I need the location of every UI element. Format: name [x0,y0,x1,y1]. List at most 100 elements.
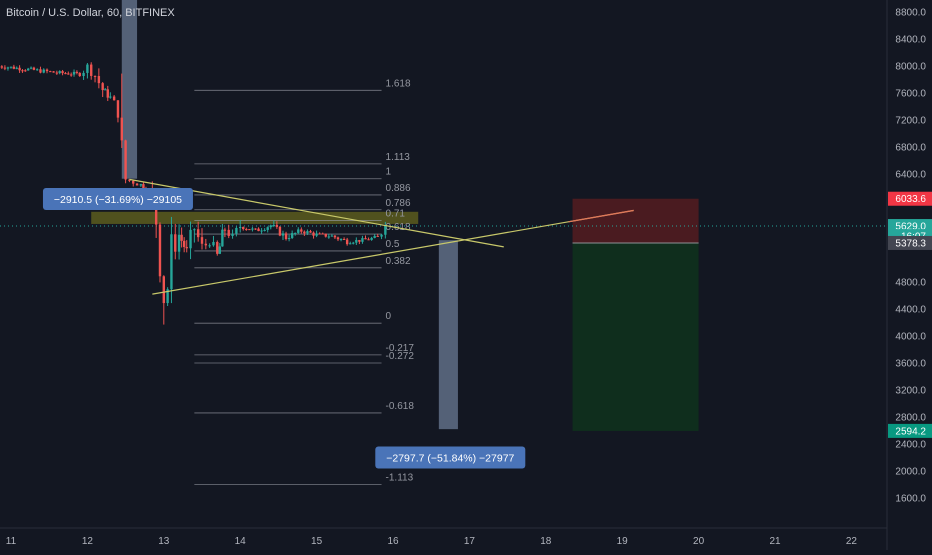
measure-label-box [375,446,526,469]
candle-body [231,233,234,236]
candle-body [180,234,183,241]
price-tick-label: 4400.0 [895,305,926,316]
candle-body [324,233,327,237]
fib-level-label: 0 [386,311,392,322]
candle-body [132,180,135,184]
chart-title: Bitcoin / U.S. Dollar, 60, BITFINEX [6,7,175,19]
fib-level-label: -0.618 [386,401,415,412]
candle-body [216,241,219,254]
candle-body [223,229,227,231]
candle-body [235,227,238,234]
price-tick-label: 4000.0 [895,332,926,343]
candle-body [78,72,81,77]
candle-body [55,72,59,74]
fib-level-label: 1 [386,167,392,178]
candle-body [345,239,349,245]
price-tick-label: 2000.0 [895,467,926,478]
candle-body [204,243,208,246]
candle-body [166,289,169,304]
measure-label-text: −2910.5 (−31.69%) −29105 [54,194,182,206]
candle-body [384,226,387,235]
candle-body [52,71,55,73]
candle-body [72,71,76,75]
candle-body [260,230,263,232]
projection-arrow [568,209,634,223]
candle-body [174,234,177,252]
price-tick-label: 8400.0 [895,35,926,46]
candle-body [21,70,24,72]
candle-body [101,83,104,91]
candle-body [162,276,165,304]
candle-body [109,96,112,98]
time-tick-label: 12 [82,536,94,547]
candle-body [135,183,139,186]
candle-body [29,67,33,69]
candle-body [221,229,224,247]
candle-body [104,89,107,91]
candle-body [364,238,367,240]
candle-body [9,66,13,68]
candle-body [327,236,331,238]
candle-body [26,68,30,71]
candle-body [142,184,145,191]
time-tick-label: 11 [6,536,17,547]
candle-body [287,238,291,240]
candle-body [67,73,70,75]
candle-body [339,238,343,240]
candle-body [200,237,204,244]
candle-body [128,179,131,181]
fib-level-label: -0.217 [386,343,415,354]
fib-level-label: 1.113 [386,152,411,163]
candle-body [330,235,334,237]
candle-body [82,72,85,77]
candle-body [112,96,116,101]
candle-body [185,246,188,249]
candle-body [116,100,120,118]
price-label-text: 2594.2 [895,426,926,437]
price-tick-label: 8800.0 [895,8,926,19]
price-label-text: 5378.3 [895,238,926,249]
candle-body [349,243,352,245]
candle-body [39,69,42,73]
price-tick-label: 2400.0 [895,440,926,451]
candle-body [6,67,10,69]
candle-body [336,237,340,240]
candle-body [367,239,370,241]
candle-body [269,225,272,228]
fib-level-label: 0.5 [386,239,400,250]
price-tick-label: 8000.0 [895,62,926,73]
fib-level-label: 0.382 [386,256,411,267]
time-tick-label: 18 [540,536,552,547]
candle-body [106,89,109,98]
time-tick-label: 15 [311,536,323,547]
candle-body [170,234,173,290]
candle-body [86,64,89,73]
candle-body [290,233,294,239]
candle-body [12,66,16,69]
candle-body [45,69,49,72]
candle-body [139,184,143,186]
candle-body [32,67,36,70]
price-tick-label: 4800.0 [895,278,926,289]
candle-body [263,229,266,231]
candle-body [254,228,257,230]
candle-body [97,76,101,84]
candle-body [242,226,245,230]
candle-body [64,73,67,75]
price-label-badge [888,235,932,250]
candle-body [58,71,61,74]
candle-body [312,232,315,236]
candle-body [182,240,186,247]
price-tick-label: 6800.0 [895,143,926,154]
candle-body [124,140,127,180]
candle-body [154,201,158,225]
candle-body [275,224,279,227]
candle-body [248,229,251,231]
time-axis: 11 12 13 14 15 16 17 18 19 20 21 22 [6,536,858,547]
candle-body [333,235,337,238]
candle-body [376,235,379,237]
price-tick-label: 6400.0 [895,170,926,181]
candle-body [355,239,358,243]
